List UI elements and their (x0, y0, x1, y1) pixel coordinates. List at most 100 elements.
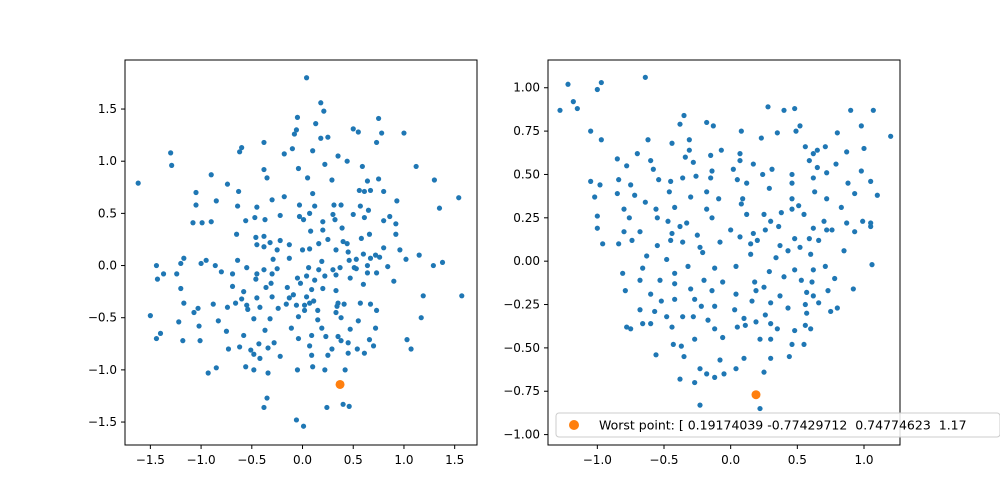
right-y-tick-label: 0.25 (513, 211, 540, 225)
left-data-point (301, 307, 308, 314)
right-data-point (814, 164, 820, 171)
left-data-point (456, 195, 462, 201)
right-data-point (684, 220, 690, 226)
right-data-point (620, 270, 626, 276)
right-data-point (834, 305, 840, 311)
left-data-point (213, 365, 219, 371)
right-data-point (754, 237, 760, 243)
right-data-point (621, 206, 627, 212)
left-data-point (340, 238, 346, 245)
right-data-point (781, 274, 787, 280)
right-data-point (616, 241, 622, 247)
right-data-point (624, 324, 630, 330)
right-x-tick-label: 0.0 (721, 453, 740, 467)
left-data-point (300, 423, 307, 429)
right-data-point (793, 128, 799, 134)
right-data-point (814, 147, 820, 153)
right-data-point (686, 147, 692, 153)
left-data-point (269, 294, 275, 300)
left-data-point (309, 352, 315, 358)
right-data-point (824, 227, 830, 233)
left-data-point (357, 203, 363, 209)
left-data-point (224, 181, 231, 187)
left-data-point (331, 202, 337, 208)
right-x-tick-label: 1.0 (854, 453, 873, 467)
right-data-point (640, 321, 646, 327)
left-data-point (341, 301, 347, 307)
left-data-point (303, 75, 310, 81)
left-data-point (294, 114, 301, 120)
right-data-point (628, 326, 634, 332)
left-data-point (294, 367, 301, 373)
left-data-point (329, 177, 335, 183)
left-axes-frame (124, 59, 478, 446)
left-data-point (153, 262, 160, 269)
right-data-point (669, 230, 675, 237)
right-data-point (812, 189, 818, 195)
left-data-point (154, 276, 161, 282)
right-data-point (698, 303, 704, 309)
right-data-point (777, 293, 783, 299)
left-data-point (393, 221, 399, 227)
left-data-point (261, 233, 267, 239)
left-data-point (243, 364, 249, 370)
right-data-point (789, 171, 795, 178)
right-data-point (749, 298, 755, 304)
left-data-point (394, 198, 400, 204)
left-data-point (265, 345, 271, 351)
left-data-point (385, 263, 391, 270)
right-data-point (802, 322, 808, 328)
right-data-point (744, 211, 750, 217)
left-data-point (297, 280, 304, 286)
left-data-point (290, 292, 296, 298)
right-data-point (708, 152, 714, 158)
right-data-point (657, 277, 663, 283)
left-data-point (403, 256, 409, 262)
left-data-point (342, 367, 348, 373)
right-data-point (737, 157, 743, 164)
right-data-point (752, 279, 758, 285)
right-y-axis: −1.00 −0.75 −0.50 −0.25 0.00 0.25 0.50 0.75 1.00 (503, 81, 548, 442)
left-data-point (346, 403, 352, 409)
left-data-point (191, 309, 197, 316)
right-data-point (769, 166, 775, 172)
right-data-point (792, 105, 798, 112)
left-data-point (284, 284, 290, 291)
left-data-point (257, 304, 263, 310)
left-data-point (313, 121, 319, 127)
right-axes-frame (547, 59, 901, 446)
right-data-point (742, 322, 748, 328)
left-data-point (373, 270, 380, 276)
right-data-point (681, 353, 687, 360)
left-data-point (323, 333, 329, 340)
left-data-point (198, 260, 204, 267)
left-data-point (244, 265, 250, 271)
left-data-point (339, 225, 345, 231)
right-y-tick-label: −1.00 (503, 428, 540, 442)
left-data-point (263, 284, 269, 291)
right-data-point (869, 262, 875, 268)
right-data-point (717, 239, 723, 245)
left-data-point (268, 280, 274, 286)
left-data-point (418, 315, 424, 321)
right-data-point (677, 121, 683, 127)
left-data-point (235, 257, 241, 263)
left-data-point (180, 338, 186, 344)
right-data-point (688, 194, 694, 200)
right-data-point (768, 321, 774, 327)
right-data-point (821, 218, 827, 224)
left-data-point (373, 307, 380, 314)
right-data-point (668, 237, 674, 243)
right-data-point (801, 341, 807, 348)
left-y-tick-label: 0.0 (98, 259, 117, 273)
left-data-point (243, 218, 249, 224)
left-data-point (274, 266, 280, 272)
left-y-tick-label: −0.5 (88, 311, 117, 325)
left-data-point (420, 293, 426, 299)
left-data-point (430, 262, 436, 269)
left-data-point (256, 341, 262, 347)
right-y-tick-label: 0.00 (513, 254, 540, 268)
right-data-point (652, 308, 658, 315)
right-data-point (688, 286, 694, 292)
left-y-tick-label: 0.5 (98, 206, 117, 220)
